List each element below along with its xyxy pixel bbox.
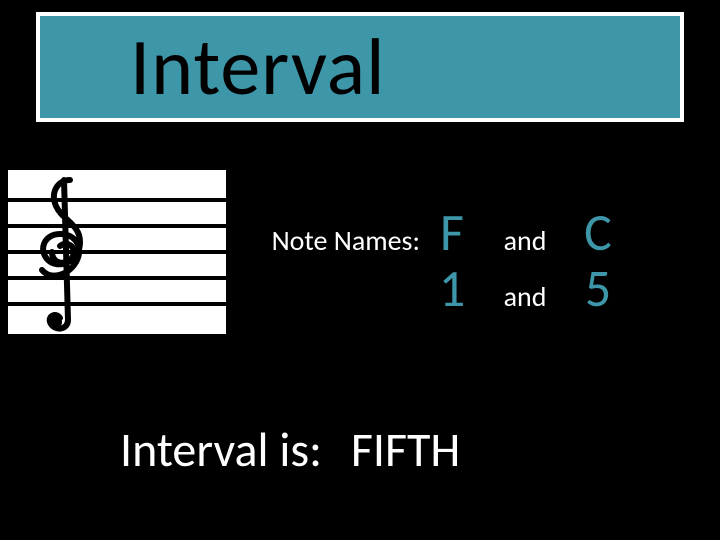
note-names-label: Note Names: <box>252 223 428 258</box>
music-staff <box>8 170 226 334</box>
note-names-row: Note Names: F and C <box>252 200 712 256</box>
interval-answer: Interval is: FIFTH <box>120 420 680 479</box>
and-text-2: and <box>476 279 574 314</box>
note-numbers-row: 1 and 5 <box>252 256 712 312</box>
number-1: 1 <box>428 256 476 320</box>
title-text: Interval <box>130 19 385 116</box>
note-1: F <box>428 200 476 264</box>
and-text-1: and <box>476 223 574 258</box>
title-box: Interval <box>36 12 684 122</box>
number-2: 5 <box>574 256 622 320</box>
answer-label: Interval is: <box>120 420 322 479</box>
note-info: Note Names: F and C 1 and 5 <box>252 200 712 312</box>
answer-value: FIFTH <box>351 420 461 479</box>
note-2: C <box>574 200 622 264</box>
treble-clef-icon <box>8 170 226 334</box>
